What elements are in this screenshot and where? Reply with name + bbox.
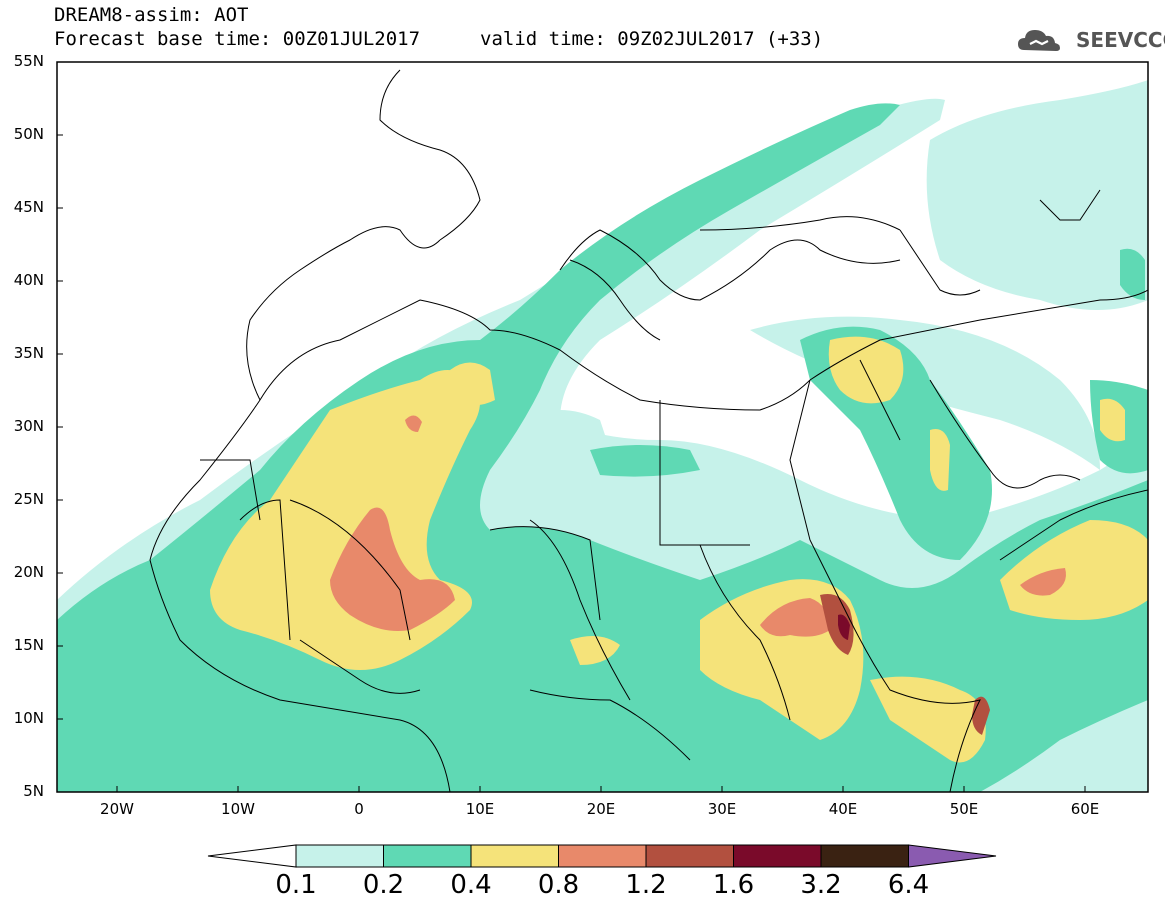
colorbar-label: 1.2 <box>625 870 667 900</box>
map-title: DREAM8-assim: AOT <box>54 4 249 26</box>
colorbar-segment <box>820 844 909 868</box>
lon-label: 60E <box>1070 800 1100 818</box>
colorbar-segment <box>470 844 559 868</box>
logo-text: SEEVCCC <box>1076 28 1165 52</box>
lat-label: 25N <box>13 490 44 508</box>
lon-label: 10W <box>221 800 255 818</box>
colorbar-label: 3.2 <box>800 870 842 900</box>
lat-label: 5N <box>23 782 44 800</box>
lat-label: 45N <box>13 198 44 216</box>
aot-band-0-8 <box>330 415 1066 637</box>
lat-label: 40N <box>13 271 44 289</box>
colorbar-segment <box>645 844 734 868</box>
colorbar-segment <box>558 844 647 868</box>
colorbar-segment <box>733 844 822 868</box>
forecast-base-time: Forecast base time: 00Z01JUL2017 <box>54 28 421 50</box>
lon-label: 0 <box>354 800 364 818</box>
lat-label: 55N <box>13 52 44 70</box>
colorbar <box>207 844 997 868</box>
colorbar-high-arrow <box>908 844 997 868</box>
colorbar-label: 0.8 <box>537 870 580 900</box>
colorbar-label: 0.4 <box>450 870 492 900</box>
colorbar-label: 0.2 <box>362 870 405 900</box>
lon-label: 40E <box>828 800 858 818</box>
lon-label: 20W <box>100 800 134 818</box>
colorbar-segment <box>383 844 472 868</box>
lon-label: 30E <box>707 800 737 818</box>
lon-label: 50E <box>949 800 979 818</box>
lat-label: 50N <box>13 125 44 143</box>
cloud-logo-icon <box>1018 30 1060 51</box>
lat-label: 30N <box>13 417 44 435</box>
lat-label: 15N <box>13 636 44 654</box>
colorbar-segment <box>295 844 384 868</box>
axis-ticks <box>57 61 1086 792</box>
lat-label: 20N <box>13 563 44 581</box>
colorbar-label: 1.6 <box>712 870 755 900</box>
aot-band-1-6 <box>838 614 850 640</box>
colorbar-label: 6.4 <box>887 870 930 900</box>
coastlines <box>149 69 1148 792</box>
lon-label: 20E <box>586 800 616 818</box>
valid-time: valid time: 09Z02JUL2017 (+33) <box>480 28 824 50</box>
lat-label: 35N <box>13 344 44 362</box>
lat-label: 10N <box>13 709 44 727</box>
lon-label: 10E <box>465 800 495 818</box>
colorbar-label: 0.1 <box>275 870 317 900</box>
colorbar-low-arrow <box>207 844 297 868</box>
